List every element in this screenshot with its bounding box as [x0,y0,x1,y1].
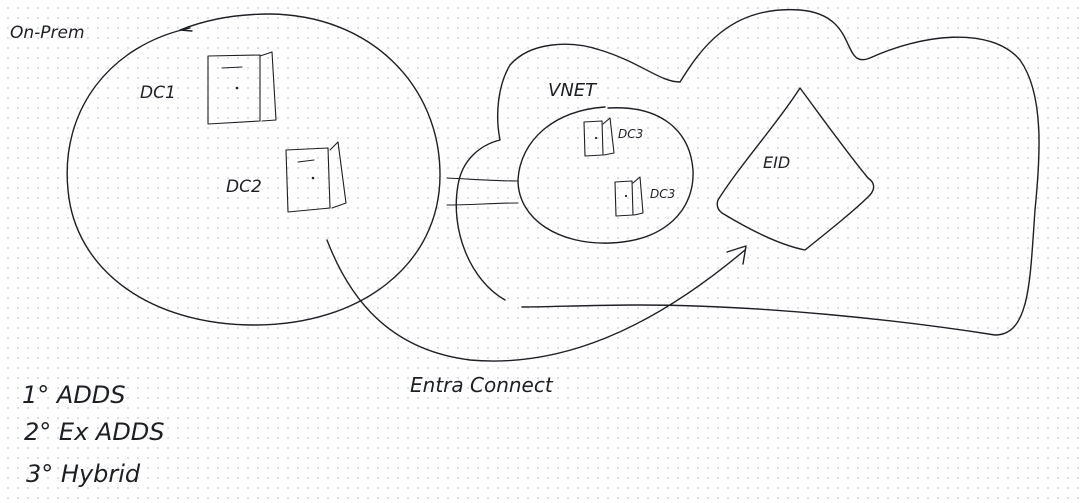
eid-label: EID [763,153,790,172]
entra-connect-arrow [326,239,746,362]
link-line-upper [446,177,519,182]
vnet-label: VNET [548,80,598,101]
dc1-label: DC1 [140,83,176,103]
dc3-upper-server-icon [583,117,615,157]
dc1-server-icon [207,51,277,125]
vnet-boundary [517,106,694,244]
note-item-2: 2° Ex ADDS [24,418,165,446]
note-item-1: 1° ADDS [22,381,126,409]
dc2-server-icon [285,141,347,213]
entra-connect-label: Entra Connect [410,373,554,397]
on-prem-label: On-Prem [10,23,85,43]
note-item-3: 3° Hybrid [26,460,141,488]
dc2-label: DC2 [226,177,262,197]
dc3-upper-label: DC3 [618,127,643,141]
arrow-head [726,245,747,265]
dc3-lower-label: DC3 [650,187,675,201]
on-prem-boundary [66,13,441,326]
link-line-lower [446,202,519,206]
dc3-lower-server-icon [614,176,644,217]
eid-boundary [716,87,875,251]
cloud-boundary [455,9,1040,336]
